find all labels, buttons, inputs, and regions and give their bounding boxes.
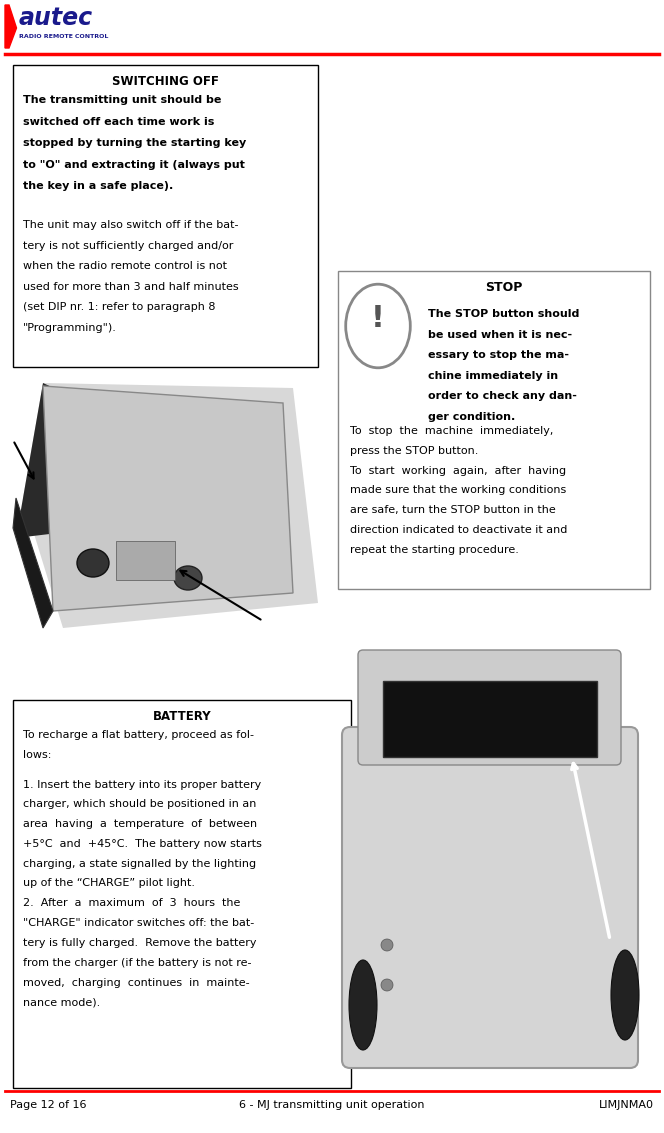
- Text: autec: autec: [19, 6, 93, 29]
- Text: LIMJNMA0: LIMJNMA0: [599, 1100, 654, 1110]
- FancyBboxPatch shape: [342, 727, 638, 1068]
- FancyBboxPatch shape: [13, 700, 351, 1088]
- Polygon shape: [16, 383, 108, 538]
- Text: chine immediately in: chine immediately in: [428, 370, 558, 381]
- Polygon shape: [43, 386, 293, 611]
- Text: press the STOP button.: press the STOP button.: [350, 445, 478, 455]
- Circle shape: [381, 979, 393, 991]
- Text: tery is fully charged.  Remove the battery: tery is fully charged. Remove the batter…: [23, 938, 256, 948]
- Text: BATTERY: BATTERY: [153, 710, 211, 723]
- Text: direction indicated to deactivate it and: direction indicated to deactivate it and: [350, 525, 567, 535]
- Text: the key in a safe place).: the key in a safe place).: [23, 181, 173, 191]
- Text: lows:: lows:: [23, 750, 51, 760]
- Text: to "O" and extracting it (always put: to "O" and extracting it (always put: [23, 160, 245, 170]
- Text: charger, which should be positioned in an: charger, which should be positioned in a…: [23, 799, 256, 809]
- Text: To  start  working  again,  after  having: To start working again, after having: [350, 466, 566, 476]
- Text: made sure that the working conditions: made sure that the working conditions: [350, 485, 566, 495]
- Text: moved,  charging  continues  in  mainte-: moved, charging continues in mainte-: [23, 978, 250, 988]
- Text: "Programming").: "Programming").: [23, 323, 117, 332]
- Text: are safe, turn the STOP button in the: are safe, turn the STOP button in the: [350, 505, 556, 516]
- Text: To recharge a flat battery, proceed as fol-: To recharge a flat battery, proceed as f…: [23, 730, 254, 740]
- FancyBboxPatch shape: [383, 681, 597, 757]
- FancyBboxPatch shape: [358, 650, 621, 765]
- Text: charging, a state signalled by the lighting: charging, a state signalled by the light…: [23, 859, 256, 869]
- Circle shape: [381, 939, 393, 951]
- Text: "CHARGE" indicator switches off: the bat-: "CHARGE" indicator switches off: the bat…: [23, 918, 254, 928]
- Text: nance mode).: nance mode).: [23, 997, 100, 1007]
- Text: Page 12 of 16: Page 12 of 16: [10, 1100, 86, 1110]
- Text: To  stop  the  machine  immediately,: To stop the machine immediately,: [350, 426, 553, 436]
- Text: tery is not sufficiently charged and/or: tery is not sufficiently charged and/or: [23, 240, 233, 250]
- Text: 1. Insert the battery into its proper battery: 1. Insert the battery into its proper ba…: [23, 780, 261, 790]
- Text: !: !: [371, 304, 385, 332]
- Text: The unit may also switch off if the bat-: The unit may also switch off if the bat-: [23, 220, 238, 230]
- Text: +5°C  and  +45°C.  The battery now starts: +5°C and +45°C. The battery now starts: [23, 838, 262, 849]
- Text: The transmitting unit should be: The transmitting unit should be: [23, 95, 221, 105]
- Text: ger condition.: ger condition.: [428, 411, 515, 421]
- Ellipse shape: [349, 960, 377, 1050]
- Text: (set DIP nr. 1: refer to paragraph 8: (set DIP nr. 1: refer to paragraph 8: [23, 303, 216, 312]
- Polygon shape: [13, 499, 53, 628]
- Text: area  having  a  temperature  of  between: area having a temperature of between: [23, 819, 257, 829]
- Text: 2.  After  a  maximum  of  3  hours  the: 2. After a maximum of 3 hours the: [23, 898, 240, 909]
- Text: SWITCHING OFF: SWITCHING OFF: [112, 75, 219, 88]
- FancyBboxPatch shape: [13, 65, 318, 367]
- Polygon shape: [5, 5, 17, 48]
- Text: up of the “CHARGE” pilot light.: up of the “CHARGE” pilot light.: [23, 878, 195, 888]
- Text: RADIO REMOTE CONTROL: RADIO REMOTE CONTROL: [19, 34, 108, 39]
- Text: when the radio remote control is not: when the radio remote control is not: [23, 261, 227, 271]
- Text: STOP: STOP: [485, 281, 523, 293]
- Ellipse shape: [174, 566, 202, 590]
- Text: repeat the starting procedure.: repeat the starting procedure.: [350, 545, 519, 555]
- Text: The STOP button should: The STOP button should: [428, 309, 580, 320]
- Text: essary to stop the ma-: essary to stop the ma-: [428, 350, 569, 360]
- Text: from the charger (if the battery is not re-: from the charger (if the battery is not …: [23, 957, 252, 968]
- Text: used for more than 3 and half minutes: used for more than 3 and half minutes: [23, 281, 238, 291]
- Text: switched off each time work is: switched off each time work is: [23, 117, 214, 127]
- Text: be used when it is nec-: be used when it is nec-: [428, 330, 572, 340]
- Text: order to check any dan-: order to check any dan-: [428, 391, 577, 401]
- Ellipse shape: [611, 949, 639, 1040]
- Text: 6 - MJ transmitting unit operation: 6 - MJ transmitting unit operation: [239, 1100, 425, 1110]
- FancyBboxPatch shape: [338, 271, 650, 589]
- Polygon shape: [23, 383, 318, 628]
- Text: stopped by turning the starting key: stopped by turning the starting key: [23, 138, 246, 148]
- Ellipse shape: [77, 550, 109, 577]
- FancyBboxPatch shape: [116, 540, 175, 580]
